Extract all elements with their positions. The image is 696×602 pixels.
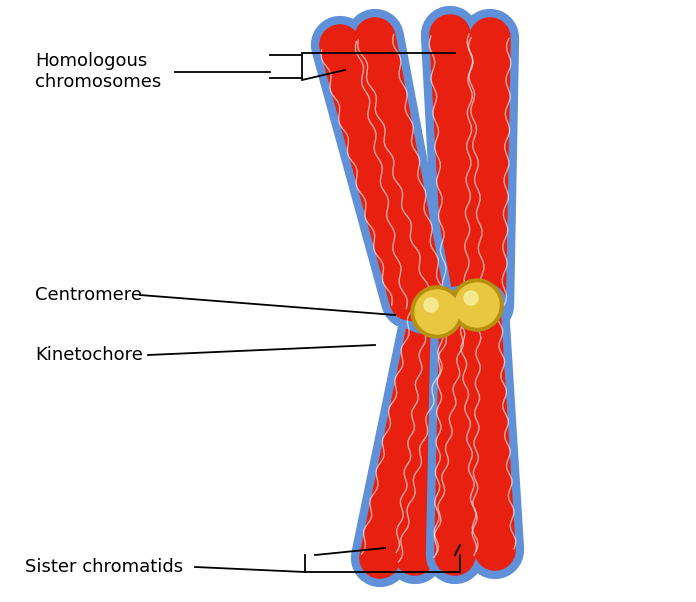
Circle shape <box>464 291 478 305</box>
Circle shape <box>415 290 459 334</box>
Circle shape <box>451 279 503 331</box>
Circle shape <box>424 298 438 312</box>
Text: Homologous
chromosomes: Homologous chromosomes <box>35 52 161 91</box>
Text: Centromere: Centromere <box>35 286 142 304</box>
Circle shape <box>455 283 499 327</box>
Text: Kinetochore: Kinetochore <box>35 346 143 364</box>
Circle shape <box>411 286 463 338</box>
Text: Sister chromatids: Sister chromatids <box>25 558 183 576</box>
